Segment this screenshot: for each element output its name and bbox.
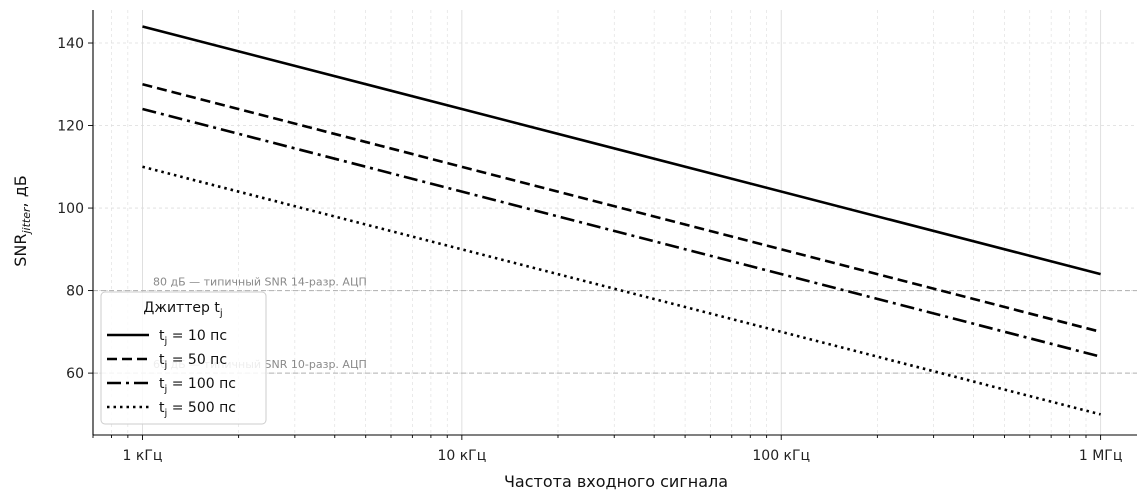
series-lines	[142, 25, 1101, 416]
y-tick-label: 120	[57, 119, 84, 135]
y-axis-label-main: SNR	[11, 234, 30, 267]
legend-title-sub: j	[219, 308, 223, 319]
y-axis-label-sub: jitter	[20, 206, 33, 236]
x-tick-label: 10 кГц	[437, 448, 486, 464]
series-line-1-solid	[142, 25, 1101, 276]
series-line-4-dotted	[142, 165, 1101, 416]
legend-label: tj = 10 пс	[159, 328, 227, 347]
legend-title-main: Джиттер t	[143, 300, 220, 316]
x-tick-label: 1 кГц	[123, 448, 163, 464]
legend-label: tj = 500 пс	[159, 400, 236, 419]
y-axis-label-unit: , дБ	[11, 175, 30, 207]
reference-label-80db: 80 дБ — типичный SNR 14-разр. АЦП	[153, 276, 367, 289]
legend-label: tj = 100 пс	[159, 376, 236, 395]
y-tick-label: 100	[57, 201, 84, 217]
series-line-3-dashdot	[142, 107, 1101, 358]
y-tick-label: 140	[57, 36, 84, 52]
x-axis-label: Частота входного сигнала	[504, 472, 728, 491]
y-tick-label: 60	[66, 366, 84, 382]
grid	[92, 10, 1137, 435]
legend: Джиттер tj tj = 10 пс tj = 50 пс tj = 100 п…	[100, 291, 267, 425]
axes	[88, 10, 1137, 440]
tick-labels: 1 кГц 10 кГц 100 кГц 1 МГц 60 80 100 120 140	[57, 36, 1122, 464]
y-axis-label: SNRjitter, дБ	[11, 175, 33, 267]
legend-label: tj = 50 пс	[159, 352, 227, 371]
x-tick-label: 100 кГц	[752, 448, 810, 464]
legend-title: Джиттер tj	[143, 300, 222, 319]
y-tick-label: 80	[66, 284, 84, 300]
legend-frame	[100, 291, 267, 425]
x-tick-label: 1 МГц	[1079, 448, 1123, 464]
